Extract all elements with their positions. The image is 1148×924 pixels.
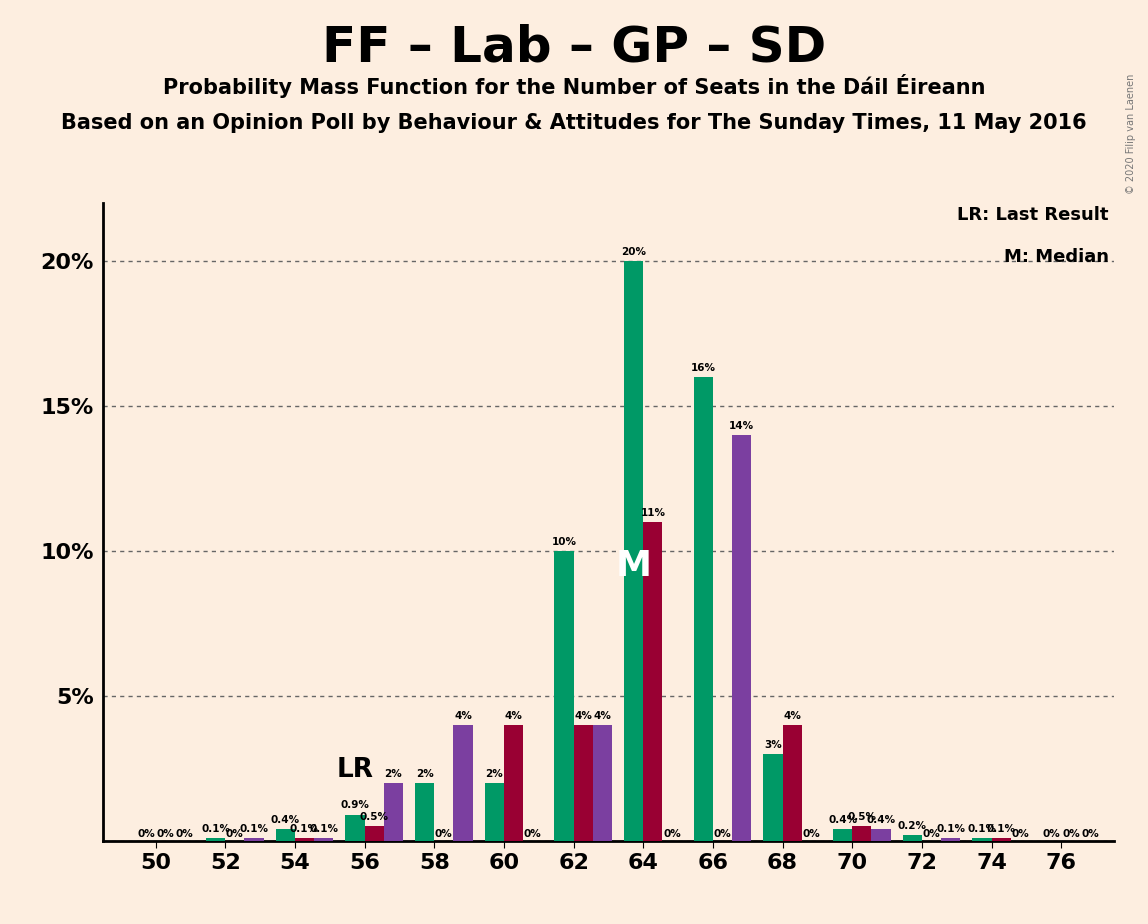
- Bar: [783, 725, 801, 841]
- Bar: [383, 783, 403, 841]
- Text: 2%: 2%: [486, 769, 503, 779]
- Text: 0%: 0%: [435, 830, 452, 839]
- Bar: [484, 783, 504, 841]
- Bar: [365, 826, 383, 841]
- Text: 3%: 3%: [765, 739, 782, 749]
- Bar: [625, 261, 643, 841]
- Text: 0.1%: 0.1%: [290, 823, 319, 833]
- Text: 0.4%: 0.4%: [867, 815, 895, 825]
- Text: 4%: 4%: [574, 711, 592, 721]
- Text: 4%: 4%: [505, 711, 522, 721]
- Bar: [315, 838, 333, 841]
- Text: 0.9%: 0.9%: [341, 800, 370, 810]
- Text: 0.5%: 0.5%: [847, 812, 876, 822]
- Text: 0%: 0%: [137, 830, 155, 839]
- Bar: [693, 377, 713, 841]
- Text: FF – Lab – GP – SD: FF – Lab – GP – SD: [321, 23, 827, 71]
- Text: M: M: [615, 549, 652, 582]
- Bar: [972, 838, 992, 841]
- Text: 4%: 4%: [594, 711, 611, 721]
- Text: 0%: 0%: [176, 830, 193, 839]
- Text: 0%: 0%: [1011, 830, 1030, 839]
- Text: 0%: 0%: [156, 830, 174, 839]
- Text: 0.1%: 0.1%: [201, 823, 230, 833]
- Bar: [871, 829, 891, 841]
- Text: 0%: 0%: [523, 830, 542, 839]
- Bar: [554, 551, 574, 841]
- Text: Based on an Opinion Poll by Behaviour & Attitudes for The Sunday Times, 11 May 2: Based on an Opinion Poll by Behaviour & …: [61, 113, 1087, 133]
- Text: 0%: 0%: [802, 830, 820, 839]
- Text: 0%: 0%: [226, 830, 243, 839]
- Text: 4%: 4%: [455, 711, 472, 721]
- Text: 0.1%: 0.1%: [987, 823, 1016, 833]
- Text: 0.4%: 0.4%: [828, 815, 858, 825]
- Bar: [504, 725, 523, 841]
- Bar: [643, 522, 662, 841]
- Text: LR: Last Result: LR: Last Result: [957, 206, 1109, 225]
- Bar: [453, 725, 473, 841]
- Text: 0.5%: 0.5%: [359, 812, 389, 822]
- Bar: [574, 725, 592, 841]
- Text: 0%: 0%: [1081, 830, 1099, 839]
- Text: 0%: 0%: [923, 830, 940, 839]
- Text: 0.1%: 0.1%: [240, 823, 269, 833]
- Bar: [941, 838, 960, 841]
- Bar: [902, 835, 922, 841]
- Text: 2%: 2%: [416, 769, 434, 779]
- Text: 0.2%: 0.2%: [898, 821, 926, 831]
- Text: 0%: 0%: [714, 830, 731, 839]
- Bar: [295, 838, 315, 841]
- Text: 20%: 20%: [621, 247, 646, 257]
- Bar: [245, 838, 264, 841]
- Bar: [276, 829, 295, 841]
- Bar: [763, 754, 783, 841]
- Text: 10%: 10%: [551, 537, 576, 547]
- Text: Probability Mass Function for the Number of Seats in the Dáil Éireann: Probability Mass Function for the Number…: [163, 74, 985, 98]
- Text: © 2020 Filip van Laenen: © 2020 Filip van Laenen: [1126, 74, 1135, 194]
- Text: 0.1%: 0.1%: [937, 823, 965, 833]
- Bar: [732, 435, 751, 841]
- Text: 0.1%: 0.1%: [968, 823, 996, 833]
- Bar: [833, 829, 852, 841]
- Text: 0.1%: 0.1%: [309, 823, 339, 833]
- Text: 0.4%: 0.4%: [271, 815, 300, 825]
- Text: 14%: 14%: [729, 420, 754, 431]
- Bar: [207, 838, 225, 841]
- Bar: [346, 815, 365, 841]
- Bar: [416, 783, 434, 841]
- Text: M: Median: M: Median: [1003, 248, 1109, 266]
- Text: 4%: 4%: [783, 711, 801, 721]
- Text: 16%: 16%: [691, 363, 716, 372]
- Text: LR: LR: [336, 757, 373, 783]
- Bar: [592, 725, 612, 841]
- Bar: [992, 838, 1010, 841]
- Bar: [852, 826, 871, 841]
- Text: 11%: 11%: [641, 507, 666, 517]
- Text: 0%: 0%: [664, 830, 681, 839]
- Text: 0%: 0%: [1042, 830, 1061, 839]
- Text: 0%: 0%: [1062, 830, 1080, 839]
- Text: 2%: 2%: [385, 769, 402, 779]
